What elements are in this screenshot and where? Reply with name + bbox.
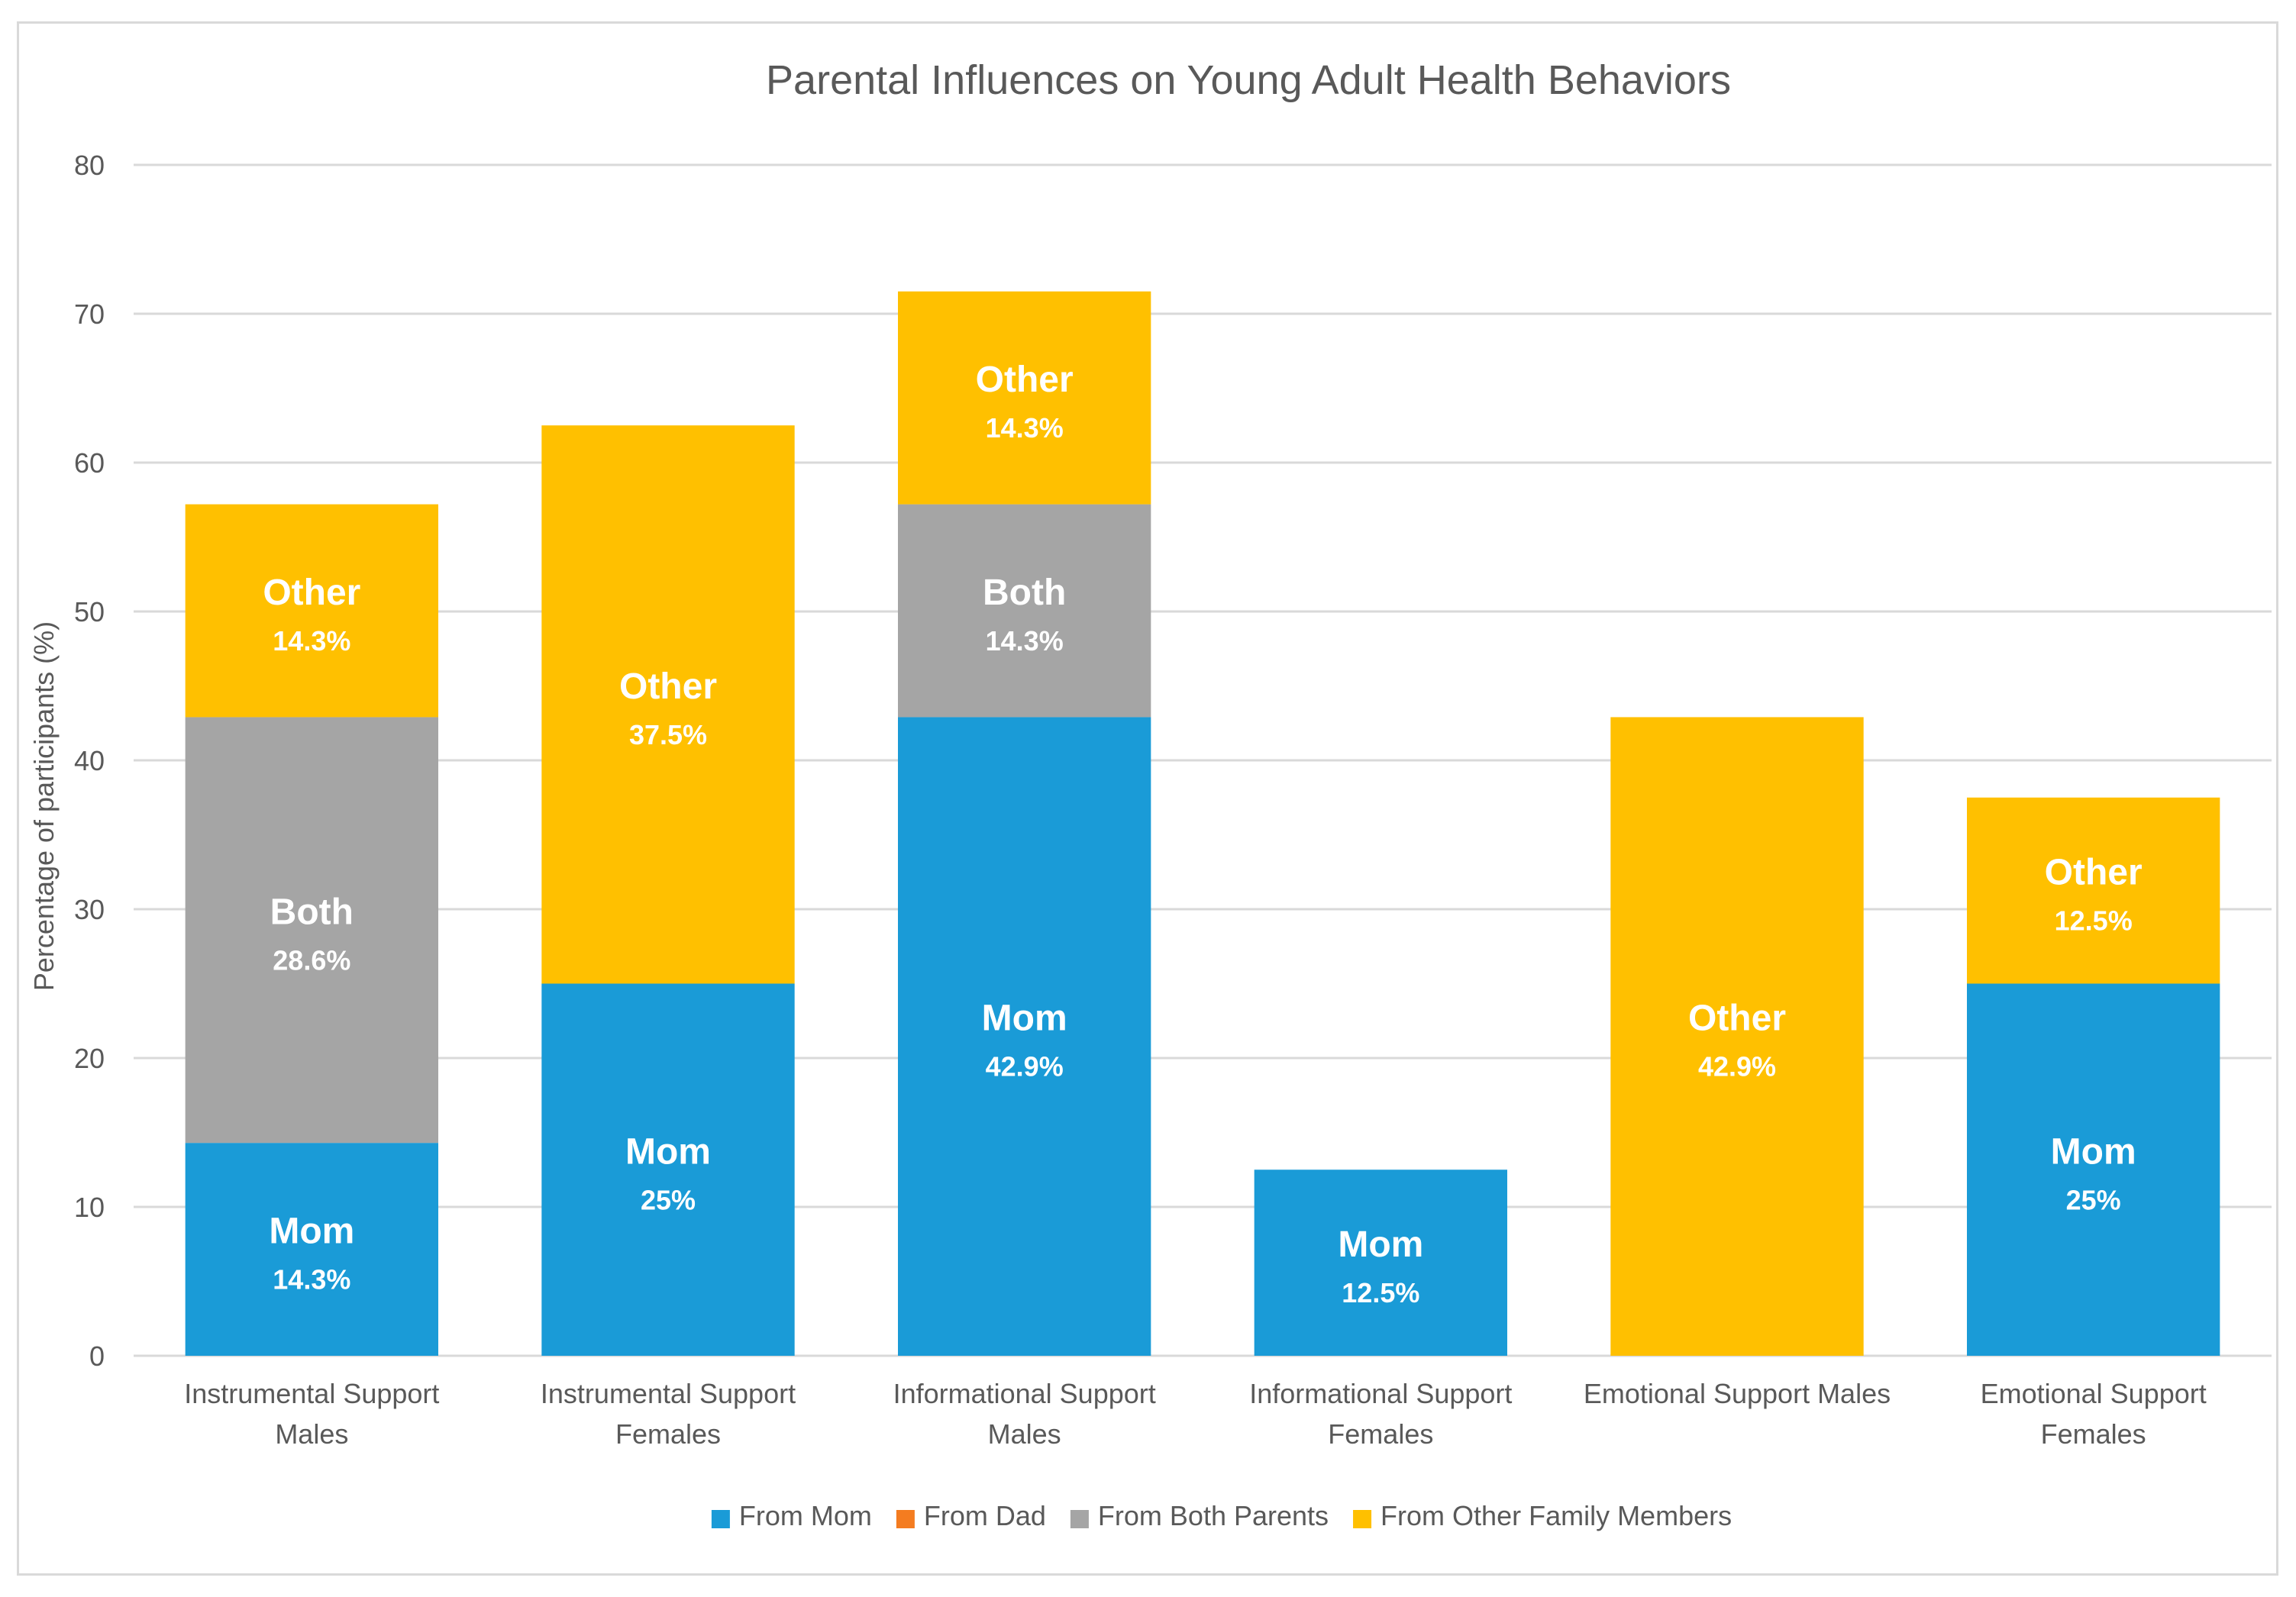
y-tick-label-70: 70 (74, 298, 105, 330)
segment-name-1-other: Other (263, 573, 360, 613)
category-label-4-line-2: Females (1328, 1418, 1433, 1450)
segment-value-3-mom: 42.9% (986, 1051, 1064, 1082)
category-label-5-line-1: Emotional Support Males (1584, 1378, 1891, 1409)
segment-value-6-other: 12.5% (2055, 905, 2133, 937)
segment-value-5-other: 42.9% (1698, 1051, 1776, 1082)
bar-3-from-both-parents (898, 504, 1151, 718)
category-label-6-line-1: Emotional Support (1981, 1378, 2207, 1409)
category-label-2-line-2: Females (615, 1418, 721, 1450)
segment-name-3-both: Both (983, 573, 1066, 613)
bar-3-from-mom (898, 717, 1151, 1356)
segment-name-2-mom: Mom (625, 1131, 711, 1172)
bars (185, 291, 2220, 1356)
category-label-1-line-1: Instrumental Support (184, 1378, 439, 1409)
y-tick-label-50: 50 (74, 596, 105, 628)
segment-value-4-mom: 12.5% (1342, 1277, 1419, 1308)
bar-6-from-other-family-members (1967, 797, 2220, 984)
legend-item-from-mom: From Mom (711, 1500, 872, 1531)
bar-1-from-mom (185, 1143, 438, 1356)
category-label-6-line-2: Females (2041, 1418, 2146, 1450)
segment-value-1-other: 14.3% (273, 625, 350, 657)
bar-2-from-mom (541, 983, 795, 1356)
bar-2-from-other-family-members (541, 425, 795, 984)
legend-item-from-both-parents: From Both Parents (1070, 1500, 1329, 1531)
segment-labels: Mom 14.3% Both 28.6% Other 14.3% Mom 25% Other 37… (263, 360, 2142, 1308)
category-label-3-line-2: Males (988, 1418, 1061, 1450)
segment-value-1-mom: 14.3% (273, 1264, 350, 1295)
chart-title: Parental Influences on Young Adult Healt… (766, 57, 1731, 103)
category-label-3-line-1: Informational Support (893, 1378, 1156, 1409)
legend: From Mom From Dad From Both Parents From Ot… (711, 1500, 1732, 1531)
segment-value-6-mom: 25% (2066, 1184, 2121, 1215)
category-label-4-line-1: Informational Support (1249, 1378, 1512, 1409)
legend-swatch (711, 1510, 730, 1528)
y-tick-label-0: 0 (89, 1341, 105, 1372)
bar-3-from-other-family-members (898, 291, 1151, 505)
segment-name-3-mom: Mom (982, 999, 1067, 1039)
segment-value-3-both: 14.3% (986, 625, 1064, 657)
legend-label: From Both Parents (1098, 1500, 1329, 1531)
y-tick-label-20: 20 (74, 1043, 105, 1074)
y-axis-ticks: 0 10 20 30 40 50 60 70 80 (74, 150, 105, 1372)
segment-name-1-mom: Mom (269, 1211, 354, 1252)
segment-value-2-mom: 25% (641, 1184, 696, 1215)
legend-swatch (1353, 1510, 1372, 1528)
bar-6-from-mom (1967, 983, 2220, 1356)
chart-frame: Parental Influences on Young Adult Healt… (17, 21, 2278, 1576)
segment-value-1-both: 28.6% (273, 944, 350, 976)
y-axis-label: Percentage of participants (%) (28, 621, 60, 991)
grid-lines (134, 163, 2272, 1357)
bar-4-from-mom (1254, 1170, 1507, 1356)
legend-swatch (896, 1510, 915, 1528)
legend-label: From Dad (924, 1500, 1046, 1531)
legend-swatch (1070, 1510, 1089, 1528)
legend-label: From Mom (739, 1500, 872, 1531)
chart-svg: Parental Influences on Young Adult Healt… (28, 57, 2272, 1531)
segment-name-5-other: Other (1688, 999, 1786, 1039)
bar-5-from-other-family-members (1610, 717, 1864, 1356)
y-tick-label-30: 30 (74, 894, 105, 925)
segment-name-1-both: Both (270, 892, 354, 932)
legend-item-from-other-family-members: From Other Family Members (1353, 1500, 1732, 1531)
bar-1-from-other-family-members (185, 504, 438, 718)
y-tick-label-40: 40 (74, 745, 105, 776)
legend-label: From Other Family Members (1381, 1500, 1732, 1531)
bar-1-from-both-parents (185, 717, 438, 1144)
y-tick-label-60: 60 (74, 447, 105, 479)
y-tick-label-80: 80 (74, 150, 105, 181)
segment-name-2-other: Other (619, 666, 717, 707)
segment-name-6-mom: Mom (2051, 1131, 2136, 1172)
category-label-2-line-1: Instrumental Support (541, 1378, 796, 1409)
legend-item-from-dad: From Dad (896, 1500, 1046, 1531)
segment-value-2-other: 37.5% (629, 719, 707, 750)
segment-name-4-mom: Mom (1338, 1224, 1423, 1265)
category-label-1-line-2: Males (275, 1418, 348, 1450)
y-tick-label-10: 10 (74, 1192, 105, 1223)
segment-name-6-other: Other (2045, 853, 2143, 893)
segment-name-3-other: Other (976, 360, 1074, 400)
x-axis-categories: Instrumental Support Males Instrumental Su… (184, 1378, 2207, 1450)
segment-value-3-other: 14.3% (986, 412, 1064, 444)
